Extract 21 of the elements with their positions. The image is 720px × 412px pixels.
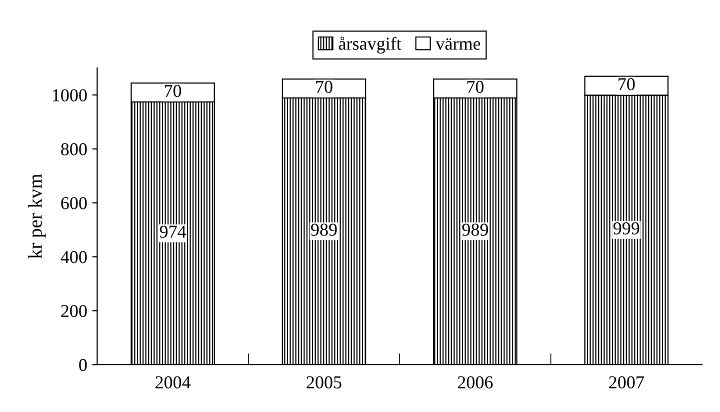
y-tick-label: 200 bbox=[61, 304, 87, 318]
y-tick-label: 600 bbox=[61, 197, 87, 210]
legend-label: värme bbox=[436, 38, 480, 50]
x-tick-label: 2004 bbox=[156, 376, 191, 388]
legend-label: årsavgift bbox=[338, 36, 402, 54]
data-label: 974 bbox=[160, 226, 186, 238]
x-tick-label: 2005 bbox=[306, 376, 342, 388]
data-label: 989 bbox=[462, 224, 488, 236]
y-tick-label: 1000 bbox=[52, 89, 87, 102]
data-label: 989 bbox=[311, 224, 337, 236]
y-tick-label: 0 bbox=[79, 358, 87, 372]
x-tick-label: 2007 bbox=[609, 376, 644, 388]
data-label: 999 bbox=[613, 222, 640, 234]
y-tick-label: 800 bbox=[61, 143, 87, 156]
data-label: 70 bbox=[316, 80, 332, 93]
data-label: 70 bbox=[164, 84, 182, 98]
data-label: 70 bbox=[618, 78, 635, 90]
y-axis-title: kr per kvm bbox=[28, 174, 46, 259]
y-tick-label: 400 bbox=[60, 251, 87, 264]
x-tick-label: 2006 bbox=[458, 376, 493, 388]
data-label: 70 bbox=[467, 80, 484, 93]
